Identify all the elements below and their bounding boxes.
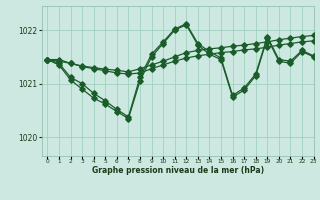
X-axis label: Graphe pression niveau de la mer (hPa): Graphe pression niveau de la mer (hPa) bbox=[92, 166, 264, 175]
